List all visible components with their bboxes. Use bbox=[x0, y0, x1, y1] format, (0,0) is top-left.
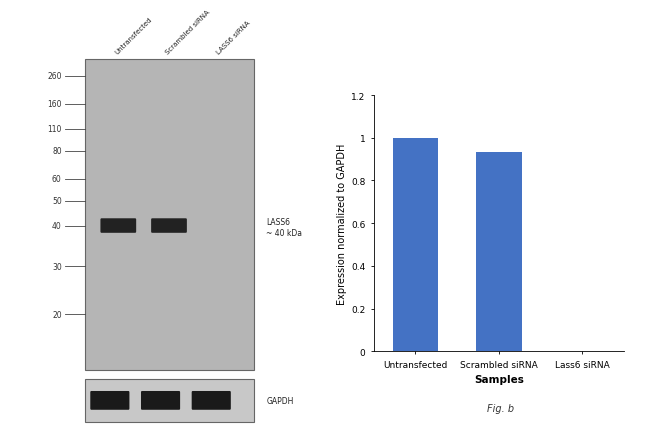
FancyBboxPatch shape bbox=[141, 391, 180, 410]
FancyBboxPatch shape bbox=[100, 219, 136, 233]
Text: GAPDH: GAPDH bbox=[266, 396, 294, 405]
Text: LASS6 siRNA: LASS6 siRNA bbox=[215, 20, 252, 55]
Text: 260: 260 bbox=[47, 72, 62, 81]
Bar bbox=[84, 379, 254, 422]
Text: 30: 30 bbox=[52, 262, 62, 271]
Bar bbox=[393, 138, 438, 351]
FancyBboxPatch shape bbox=[192, 391, 231, 410]
FancyBboxPatch shape bbox=[90, 391, 129, 410]
X-axis label: Samples: Samples bbox=[474, 374, 524, 384]
Text: Scrambled siRNA: Scrambled siRNA bbox=[164, 9, 211, 55]
Bar bbox=[476, 153, 522, 351]
Text: LASS6: LASS6 bbox=[266, 217, 291, 226]
Text: 110: 110 bbox=[47, 125, 62, 134]
FancyBboxPatch shape bbox=[151, 219, 187, 233]
Text: 50: 50 bbox=[52, 197, 62, 206]
Text: Fig. b: Fig. b bbox=[487, 403, 514, 413]
Text: Untransfected: Untransfected bbox=[114, 16, 153, 55]
Text: 20: 20 bbox=[52, 310, 62, 319]
Text: ~ 40 kDa: ~ 40 kDa bbox=[266, 228, 302, 237]
Text: 80: 80 bbox=[52, 147, 62, 156]
Y-axis label: Expression normalized to GAPDH: Expression normalized to GAPDH bbox=[337, 143, 347, 304]
Text: 60: 60 bbox=[52, 175, 62, 184]
Text: 160: 160 bbox=[47, 100, 62, 109]
Bar bbox=[84, 60, 254, 371]
Text: 40: 40 bbox=[52, 222, 62, 230]
